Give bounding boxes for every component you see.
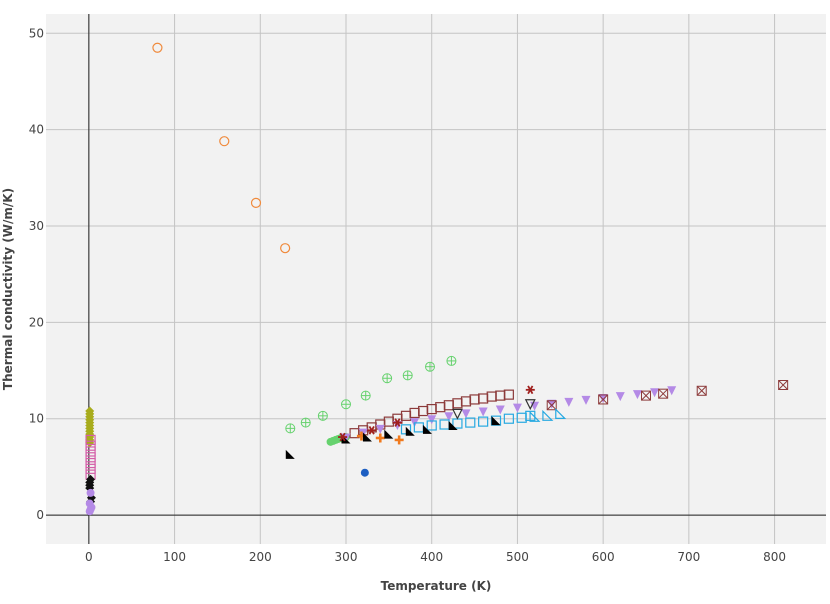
data-point xyxy=(85,457,96,469)
x-tick-label: 200 xyxy=(249,550,272,564)
data-point xyxy=(478,407,488,417)
data-point xyxy=(360,468,369,477)
y-tick-label: 40 xyxy=(29,123,44,137)
x-tick-label: 400 xyxy=(420,550,443,564)
data-point xyxy=(317,410,328,421)
data-point xyxy=(250,197,262,208)
data-point xyxy=(495,405,505,415)
x-tick-label: 0 xyxy=(85,550,93,564)
y-tick-label: 50 xyxy=(29,26,44,40)
data-point xyxy=(338,432,348,442)
data-point xyxy=(85,406,95,416)
data-point xyxy=(547,399,557,409)
data-point xyxy=(598,394,609,405)
data-point xyxy=(581,395,591,405)
y-axis-title: Thermal conductivity (W/m/K) xyxy=(1,188,15,390)
data-point xyxy=(546,400,557,411)
data-point xyxy=(555,407,567,420)
data-point xyxy=(425,361,435,372)
data-point xyxy=(615,392,625,402)
data-point xyxy=(285,423,296,434)
data-point xyxy=(394,435,404,445)
data-point xyxy=(375,424,385,434)
data-point xyxy=(465,417,476,428)
data-point xyxy=(285,449,295,459)
data-point xyxy=(444,412,454,422)
data-point xyxy=(650,388,660,398)
y-tick-label: 0 xyxy=(36,508,44,522)
data-point xyxy=(85,452,96,463)
data-point xyxy=(512,403,522,413)
data-point xyxy=(219,136,230,147)
data-point xyxy=(341,399,351,410)
data-point xyxy=(86,474,96,484)
data-point xyxy=(384,429,394,439)
data-point xyxy=(542,409,554,421)
data-point xyxy=(524,399,536,411)
x-tick-label: 100 xyxy=(163,550,186,564)
data-point xyxy=(280,243,291,254)
data-point xyxy=(503,413,514,424)
data-point xyxy=(360,390,371,401)
data-point xyxy=(696,385,707,396)
x-tick-label: 500 xyxy=(506,550,529,564)
data-point xyxy=(427,415,437,425)
data-point xyxy=(632,390,642,400)
data-point xyxy=(778,380,789,390)
data-point xyxy=(85,463,96,474)
data-point xyxy=(461,409,471,419)
data-point xyxy=(405,426,415,436)
data-point xyxy=(451,408,463,420)
x-axis-title: Temperature (K) xyxy=(381,579,492,593)
data-point xyxy=(375,433,385,443)
data-point xyxy=(392,418,402,427)
data-point xyxy=(667,386,677,396)
y-tick-label: 20 xyxy=(29,315,44,329)
data-point xyxy=(426,420,437,431)
data-point xyxy=(422,424,432,434)
data-point xyxy=(448,420,458,430)
plot-background xyxy=(46,14,826,544)
data-point xyxy=(503,389,514,400)
data-point xyxy=(478,416,489,427)
y-tick-label: 10 xyxy=(29,412,44,426)
data-point xyxy=(598,393,608,403)
data-point xyxy=(446,355,457,366)
data-point xyxy=(85,434,96,446)
data-point xyxy=(362,432,372,442)
data-point xyxy=(367,425,377,435)
data-point xyxy=(85,499,94,508)
data-point xyxy=(152,42,163,53)
x-tick-label: 300 xyxy=(335,550,358,564)
data-point xyxy=(491,416,501,426)
data-point xyxy=(85,446,96,457)
data-point xyxy=(382,373,393,384)
data-point xyxy=(658,388,669,399)
data-point xyxy=(402,370,413,381)
data-point xyxy=(564,397,574,407)
y-tick-label: 30 xyxy=(29,219,44,233)
data-point xyxy=(641,390,651,401)
data-point xyxy=(85,440,96,451)
data-point xyxy=(529,410,541,422)
data-point xyxy=(525,385,535,395)
x-tick-label: 700 xyxy=(677,550,700,564)
data-point xyxy=(86,488,95,497)
data-point xyxy=(300,417,311,428)
x-tick-label: 600 xyxy=(592,550,615,564)
x-tick-label: 800 xyxy=(763,550,786,564)
